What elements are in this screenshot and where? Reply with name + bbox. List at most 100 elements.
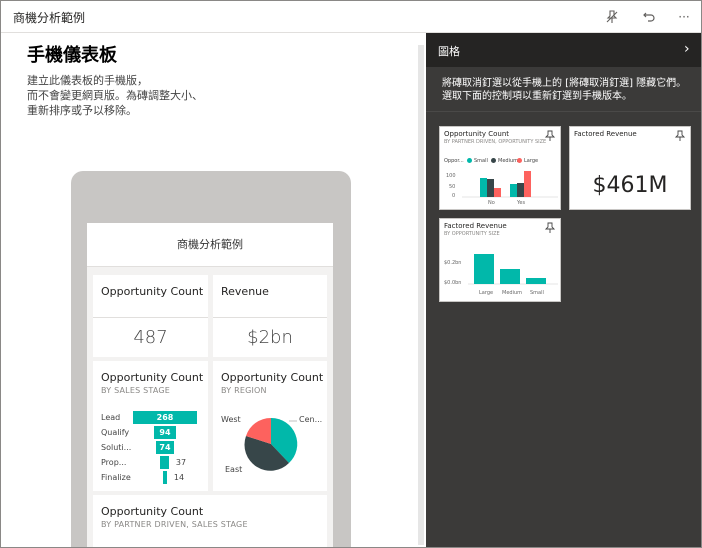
funnel-value: 94 (159, 428, 171, 437)
funnel-value: 74 (159, 443, 171, 452)
tile-title: Revenue (221, 285, 269, 298)
tile-revenue[interactable]: Revenue $2bn (213, 275, 327, 357)
tile-opportunity-by-sales-stage[interactable]: Opportunity Count BY SALES STAGE Lead 26… (93, 361, 208, 491)
divider (426, 111, 701, 112)
bar (526, 278, 546, 284)
tile-opportunity-by-partner[interactable]: Opportunity Count BY PARTNER DRIVEN, SAL… (93, 495, 327, 547)
window-title: 商機分析範例 (13, 11, 86, 25)
card-subtitle: BY PARTNER DRIVEN, OPPORTUNITY SIZE (444, 139, 547, 145)
tile-title: Opportunity Count (101, 285, 204, 298)
pie-label-west: West (221, 415, 241, 424)
funnel-value: 37 (175, 458, 187, 467)
pie-slice-west (246, 417, 271, 444)
y-tick: $0.2bn (444, 260, 462, 266)
card-subtitle: BY OPPORTUNITY SIZE (444, 231, 500, 237)
funnel-label: Lead (101, 413, 121, 422)
bar (517, 183, 524, 197)
tile-value: 487 (133, 327, 168, 348)
unpin-icon[interactable] (602, 7, 622, 27)
phone-dashboard-title: 商機分析範例 (87, 223, 333, 267)
panel-description: 將磚取消釘選以從手機上的 [將磚取消釘選] 隱藏它們。 選取下面的控制項以重新釘… (442, 77, 686, 103)
x-tick: Medium (502, 290, 522, 296)
pin-icon[interactable] (544, 130, 556, 142)
bar-chart (468, 254, 558, 285)
bar (480, 178, 487, 197)
bar (500, 269, 520, 284)
panel-header: 圖格 › (426, 33, 701, 67)
tile-subtitle: BY REGION (221, 386, 267, 395)
pie-label-east: East (225, 465, 243, 474)
card-title: Factored Revenue (574, 130, 637, 138)
chevron-right-icon[interactable]: › (684, 41, 690, 57)
funnel-label: Prop... (101, 458, 127, 467)
funnel-row: Finalize 14 (93, 471, 203, 484)
card-title: Factored Revenue (444, 222, 507, 230)
title-bar: 商機分析範例 ··· (1, 1, 701, 33)
x-tick: Large (479, 290, 494, 296)
funnel-value: 268 (156, 413, 174, 422)
panel-title: 圖格 (438, 45, 460, 58)
page-title: 手機儀表板 (27, 45, 117, 66)
card-factored-revenue-by-size[interactable]: Factored Revenue BY OPPORTUNITY SIZE $0.… (439, 218, 561, 302)
legend-title: Oppor... (444, 158, 464, 164)
y-tick: 50 (449, 184, 456, 190)
card-opportunity-by-partner[interactable]: Opportunity Count BY PARTNER DRIVEN, OPP… (439, 126, 561, 210)
page-description: 建立此儀表板的手機版， 而不會變更網頁版。為磚調整大小、 重新排序或予以移除。 (27, 73, 227, 118)
tile-subtitle: BY PARTNER DRIVEN, SALES STAGE (101, 520, 248, 529)
bar (474, 254, 494, 284)
description-line: 將磚取消釘選以從手機上的 [將磚取消釘選] 隱藏它們。 (442, 78, 687, 89)
pin-icon[interactable] (544, 222, 556, 234)
description-line: 建立此儀表板的手機版， (27, 74, 148, 87)
funnel-row: Soluti... 74 (93, 441, 203, 454)
legend-swatch (517, 158, 522, 163)
legend-item: Medium (498, 158, 518, 164)
legend-swatch (467, 158, 472, 163)
scrollbar[interactable] (418, 45, 424, 545)
clustered-bar-chart (462, 171, 558, 198)
bar (494, 188, 501, 197)
divider (213, 317, 327, 318)
tile-value: $2bn (247, 327, 293, 348)
funnel-bar (154, 426, 176, 439)
funnel-value: 14 (173, 473, 185, 482)
funnel-label: Finalize (101, 473, 131, 482)
undo-icon[interactable] (639, 7, 659, 27)
description-line: 選取下面的控制項以重新釘選到手機版本。 (442, 91, 632, 102)
card-factored-revenue[interactable]: Factored Revenue $461M (569, 126, 691, 210)
pie-slice-central (271, 417, 298, 463)
card-value: $461M (592, 173, 668, 198)
pie-label-central: Cen... (299, 415, 323, 424)
more-options-icon[interactable]: ··· (678, 10, 690, 24)
bar (510, 184, 517, 197)
description-line: 重新排序或予以移除。 (27, 104, 137, 117)
funnel-bar (133, 411, 197, 424)
phone-screen: 商機分析範例 Opportunity Count 487 Revenue $2b… (87, 223, 333, 547)
tile-title: Opportunity Count (101, 371, 204, 384)
funnel-bar (156, 441, 174, 454)
divider (93, 317, 208, 318)
funnel-row: Prop... 37 (93, 456, 203, 469)
legend-swatch (491, 158, 496, 163)
y-tick: 100 (446, 173, 456, 179)
bar (487, 179, 494, 197)
y-tick: 0 (452, 193, 456, 199)
pie-slice-east (244, 436, 289, 471)
region-pie-chart (244, 417, 298, 471)
card-title: Opportunity Count (444, 130, 510, 138)
x-tick: Small (530, 290, 544, 296)
funnel-row: Qualify 94 (93, 426, 203, 439)
funnel-bar (160, 456, 169, 469)
x-tick: No (488, 200, 495, 206)
legend-item: Small (474, 158, 488, 164)
tile-subtitle: BY SALES STAGE (101, 386, 171, 395)
funnel-label: Qualify (101, 428, 130, 437)
tile-opportunity-by-region[interactable]: Opportunity Count BY REGION West Cen... … (213, 361, 327, 491)
description-line: 而不會變更網頁版。為磚調整大小、 (27, 89, 203, 102)
x-tick: Yes (517, 200, 526, 206)
tile-title: Opportunity Count (101, 505, 204, 518)
pin-icon[interactable] (674, 130, 686, 142)
tile-title: Opportunity Count (221, 371, 324, 384)
legend-item: Large (524, 158, 539, 164)
tile-opportunity-count[interactable]: Opportunity Count 487 (93, 275, 208, 357)
